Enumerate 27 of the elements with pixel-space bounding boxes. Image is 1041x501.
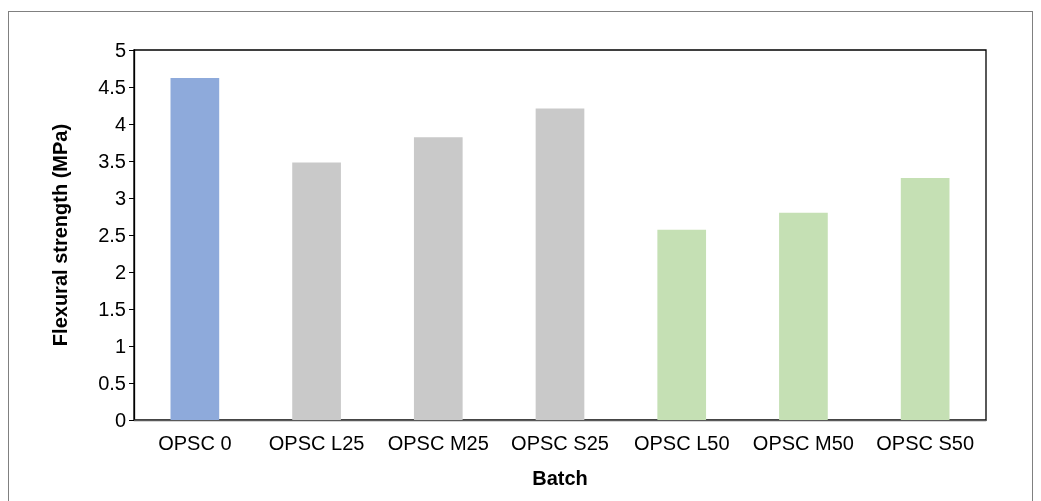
x-tick-label: OPSC L25 xyxy=(268,432,365,454)
y-tick-label: 0 xyxy=(114,409,126,431)
bar xyxy=(900,178,950,420)
bar xyxy=(779,212,828,420)
y-tick-label: 1 xyxy=(114,335,126,357)
bar xyxy=(535,108,585,420)
y-tick-label: 4.5 xyxy=(98,76,126,98)
y-tick-label: 1.5 xyxy=(98,298,126,320)
bar xyxy=(292,162,341,420)
bar xyxy=(413,137,463,420)
x-tick-label: OPSC S50 xyxy=(876,432,975,454)
x-tick-label: OPSC L50 xyxy=(633,432,730,454)
x-axis-title: Batch xyxy=(532,467,588,489)
y-tick-label: 3 xyxy=(114,187,126,209)
y-tick-label: 0.5 xyxy=(98,372,126,394)
y-tick-label: 5 xyxy=(114,39,126,61)
bar xyxy=(657,229,707,420)
x-tick-label: OPSC 0 xyxy=(158,432,232,454)
y-tick-label: 2.5 xyxy=(98,224,126,246)
y-tick-label: 2 xyxy=(114,261,126,283)
y-tick-label: 3.5 xyxy=(98,150,126,172)
y-tick-label: 4 xyxy=(114,113,126,135)
x-tick-label: OPSC M25 xyxy=(387,432,489,454)
y-axis-title: Flexural strength (MPa) xyxy=(49,123,71,347)
bar xyxy=(170,78,220,420)
x-tick-label: OPSC S25 xyxy=(511,432,609,454)
x-tick-label: OPSC M50 xyxy=(752,432,855,454)
